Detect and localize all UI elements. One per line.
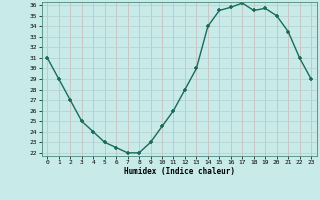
- X-axis label: Humidex (Indice chaleur): Humidex (Indice chaleur): [124, 167, 235, 176]
